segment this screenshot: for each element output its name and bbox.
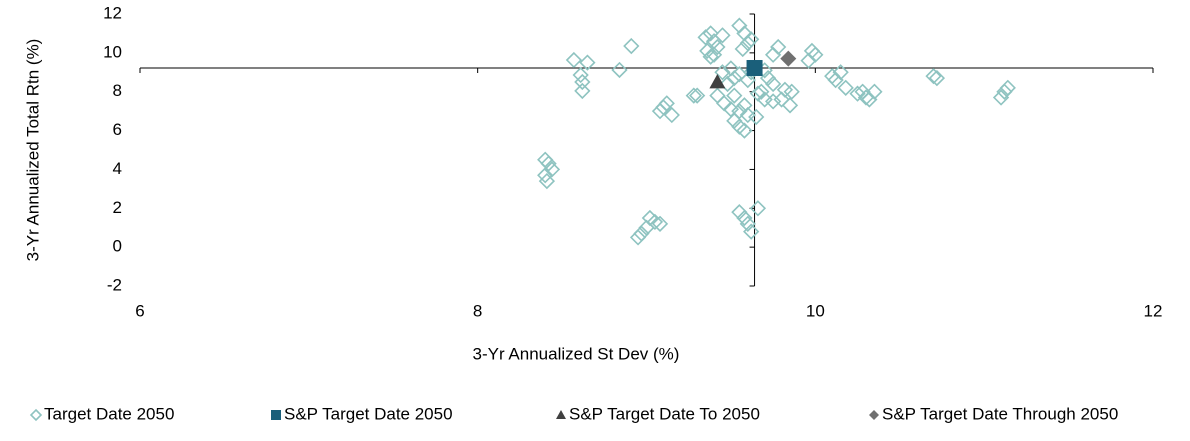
point [572,66,589,84]
legend-symbol [29,408,43,422]
legend-label: S&P Target Date 2050 [284,404,453,423]
point [861,91,878,108]
legend-label: S&P Target Date To 2050 [569,404,760,423]
point [709,74,726,89]
point [611,61,628,79]
point [714,64,731,81]
point [651,215,669,232]
point [699,42,716,60]
point [764,75,782,93]
point [866,83,883,100]
point [651,103,669,120]
point [743,31,760,48]
point [746,60,763,77]
y-tick-label: 6 [113,120,122,139]
point [705,46,723,63]
point [633,225,650,242]
point [714,27,731,44]
point [992,89,1010,106]
point [736,122,753,139]
point [574,82,591,100]
point [764,93,782,110]
y-axis-title: 3-Yr Annualized Total Rtn (%) [23,39,42,262]
point [685,87,702,104]
point [736,209,753,227]
point [780,50,797,67]
point [764,46,782,63]
y-tick-label: 0 [113,237,122,256]
point [999,79,1016,96]
point [537,167,554,184]
y-tick-label: 10 [103,42,122,61]
legend-symbol [271,410,281,420]
point [749,200,767,217]
legend-symbol [869,410,879,420]
point [702,48,719,65]
point [743,223,760,240]
point [734,40,751,58]
point [697,29,714,46]
point [565,51,583,69]
point [646,213,664,231]
point [800,52,817,69]
point [579,54,596,71]
x-tick-label: 6 [135,301,144,320]
point [574,73,591,91]
point [928,69,946,87]
point [629,229,647,246]
point [709,38,726,56]
point [996,83,1013,100]
point [538,172,556,190]
point [770,38,787,56]
point [689,87,706,104]
y-tick-label: 12 [103,3,122,22]
x-tick-label: 8 [473,301,482,320]
legend-label: S&P Target Date Through 2050 [882,404,1118,423]
point [739,215,756,232]
point [925,68,942,85]
x-axis-title: 3-Yr Annualized St Dev (%) [473,344,680,363]
point [827,71,844,89]
y-tick-label: -2 [107,275,122,294]
legend-label: Target Date 2050 [44,404,174,423]
y-tick-label: 8 [113,81,122,100]
point [663,106,680,124]
point [832,64,849,81]
point [623,37,640,55]
point [749,85,767,102]
point [726,87,743,104]
point [753,83,770,100]
point [783,83,800,100]
point [719,75,736,93]
legend-symbol [556,410,566,419]
point [781,97,799,114]
x-tick-label: 12 [1144,301,1163,320]
point [849,85,866,102]
point [702,25,719,42]
point [748,108,765,126]
point [731,17,748,34]
y-tick-label: 4 [113,159,122,178]
point [837,79,854,96]
point [709,87,726,104]
y-tick-label: 2 [113,198,122,217]
x-tick-label: 10 [806,301,825,320]
